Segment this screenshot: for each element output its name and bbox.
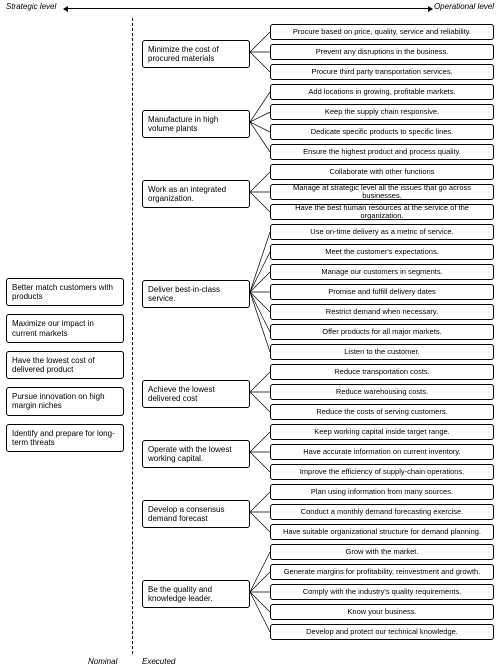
operational-task: Comply with the industry's quality requi… — [270, 584, 494, 600]
nominal-label: Nominal — [88, 657, 117, 666]
operational-task: Offer products for all major markets. — [270, 324, 494, 340]
strategic-box: Maximize our impact in current markets — [6, 314, 124, 342]
operational-task: Add locations in growing, profitable mar… — [270, 84, 494, 100]
strategic-box: Have the lowest cost of delivered produc… — [6, 351, 124, 379]
operational-task: Manage our customers in segments. — [270, 264, 494, 280]
strategic-column: Better match customers with products Maxi… — [6, 278, 124, 460]
executed-objective: Work as an integrated organization. — [142, 180, 250, 208]
operational-label: Operational level — [434, 2, 494, 11]
operational-task: Develop and protect our technical knowle… — [270, 624, 494, 640]
operational-task: Reduce the costs of serving customers. — [270, 404, 494, 420]
operational-task: Ensure the highest product and process q… — [270, 144, 494, 160]
operational-task: Have the best human resources at the ser… — [270, 204, 494, 220]
level-axis: Strategic level Operational level — [0, 2, 500, 11]
executed-objective: Minimize the cost of procured materials — [142, 40, 250, 68]
operational-task: Reduce transportation costs. — [270, 364, 494, 380]
operational-task: Procure based on price, quality, service… — [270, 24, 494, 40]
operational-task: Know your business. — [270, 604, 494, 620]
operational-task: Restrict demand when necessary. — [270, 304, 494, 320]
operational-task: Have accurate information on current inv… — [270, 444, 494, 460]
operational-task: Collaborate with other functions — [270, 164, 494, 180]
executed-objective: Deliver best-in-class service. — [142, 280, 250, 308]
operational-task: Promise and fulfill delivery dates — [270, 284, 494, 300]
operational-task: Conduct a monthly demand forecasting exe… — [270, 504, 494, 520]
operational-task: Grow with the market. — [270, 544, 494, 560]
operational-task: Dedicate specific products to specific l… — [270, 124, 494, 140]
operational-task: Manage at strategic level all the issues… — [270, 184, 494, 200]
operational-task: Improve the efficiency of supply-chain o… — [270, 464, 494, 480]
operational-task: Listen to the customer. — [270, 344, 494, 360]
operational-task: Have suitable organizational structure f… — [270, 524, 494, 540]
executed-objective: Achieve the lowest delivered cost — [142, 380, 250, 408]
operational-task: Reduce warehousing costs. — [270, 384, 494, 400]
operational-task: Plan using information from many sources… — [270, 484, 494, 500]
operational-task: Keep the supply chain responsive. — [270, 104, 494, 120]
executed-objective: Manufacture in high volume plants — [142, 110, 250, 138]
executed-objective: Operate with the lowest working capital. — [142, 440, 250, 468]
operational-task: Keep working capital inside target range… — [270, 424, 494, 440]
vertical-divider — [132, 18, 133, 654]
executed-objective: Develop a consensus demand forecast — [142, 500, 250, 528]
operational-task: Meet the customer's expectations. — [270, 244, 494, 260]
executed-objective: Be the quality and knowledge leader. — [142, 580, 250, 608]
strategic-box: Identify and prepare for long-term threa… — [6, 424, 124, 452]
operational-task: Generate margins for profitability, rein… — [270, 564, 494, 580]
operational-task: Procure third party transportation servi… — [270, 64, 494, 80]
level-arrow — [68, 8, 428, 9]
strategic-label: Strategic level — [6, 2, 56, 11]
executed-label: Executed — [142, 657, 175, 666]
strategic-box: Pursue innovation on high margin niches — [6, 387, 124, 415]
operational-task: Use on-time delivery as a metric of serv… — [270, 224, 494, 240]
operational-task: Prevent any disruptions in the business. — [270, 44, 494, 60]
strategic-box: Better match customers with products — [6, 278, 124, 306]
